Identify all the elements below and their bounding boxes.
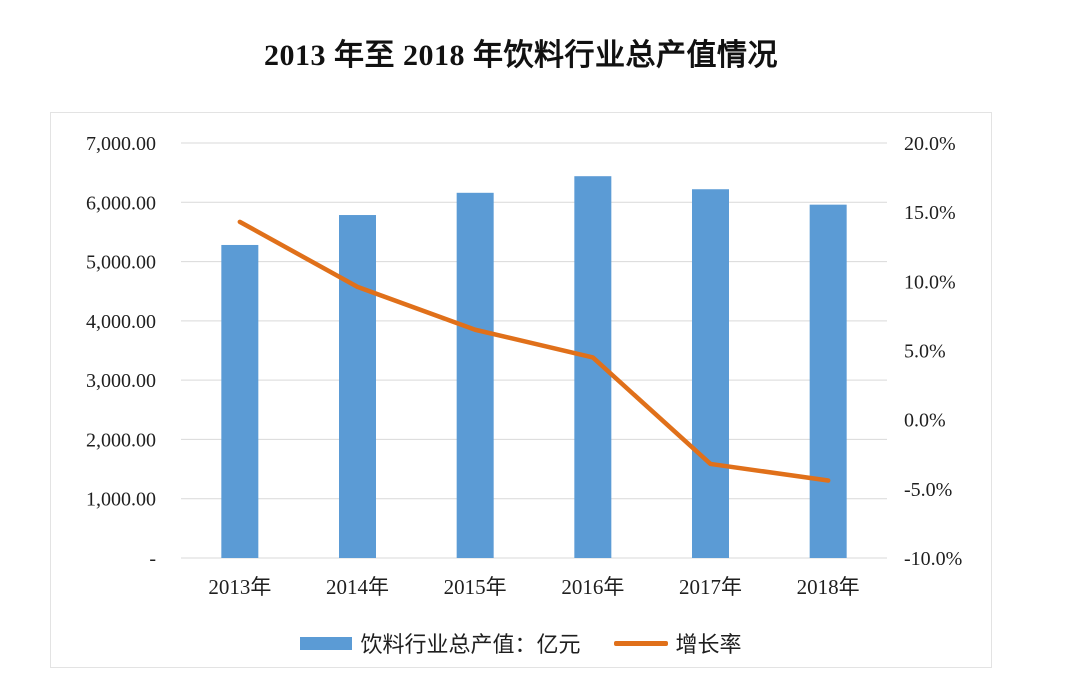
right-axis-tick-label: -5.0% <box>904 479 952 501</box>
x-axis-label-2013年: 2013年 <box>208 575 271 599</box>
left-axis-tick-label: 4,000.00 <box>86 311 156 333</box>
x-axis-label-2014年: 2014年 <box>326 575 389 599</box>
right-axis-tick-label: 20.0% <box>904 133 956 155</box>
left-axis-tick-label: 7,000.00 <box>86 133 156 155</box>
legend-item-line-series: 增长率 <box>613 627 742 659</box>
bar-2013年 <box>221 244 259 558</box>
bar-series-swatch-icon <box>300 636 353 650</box>
x-axis-label-2017年: 2017年 <box>679 575 742 599</box>
left-axis-tick-label: 1,000.00 <box>86 489 156 511</box>
bar-2017年 <box>692 189 729 558</box>
chart-area: 7,000.00 6,000.00 5,000.00 4,000.00 3,000.00… <box>50 112 992 668</box>
x-axis-label-2018年: 2018年 <box>797 575 860 599</box>
chart-title: 2013 年至 2018 年饮料行业总产值情况 <box>264 39 778 72</box>
legend-line-label: 增长率 <box>675 632 742 657</box>
right-axis-tick-label: 15.0% <box>904 202 956 224</box>
right-axis-tick-label: 0.0% <box>904 410 946 432</box>
x-axis-label-2015年: 2015年 <box>444 575 507 599</box>
chart-legend: 饮料行业总产值：亿元 增长率 <box>51 627 991 659</box>
left-axis-tick-label: 3,000.00 <box>86 370 156 392</box>
bar-2014年 <box>339 215 376 558</box>
left-axis-tick-label: 5,000.00 <box>86 252 156 274</box>
left-axis-tick-label: 2,000.00 <box>86 429 156 451</box>
right-axis-tick-label: -10.0% <box>904 548 962 570</box>
legend-item-bar-series: 饮料行业总产值：亿元 <box>300 627 581 659</box>
right-axis-tick-label: 5.0% <box>904 341 946 363</box>
bar-2018年 <box>809 204 847 558</box>
x-axis-label-2016年: 2016年 <box>561 575 624 599</box>
growth-rate-line <box>237 219 831 483</box>
left-axis-tick-label: 6,000.00 <box>86 192 156 214</box>
bar-2015年 <box>456 192 494 559</box>
right-axis-tick-label: 10.0% <box>904 271 956 293</box>
chart-canvas: 7,000.00 6,000.00 5,000.00 4,000.00 3,000.00… <box>86 133 962 599</box>
line-series-swatch-icon <box>613 640 668 646</box>
left-axis-tick-label: - <box>149 548 156 570</box>
legend-bar-label: 饮料行业总产值：亿元 <box>360 632 581 657</box>
